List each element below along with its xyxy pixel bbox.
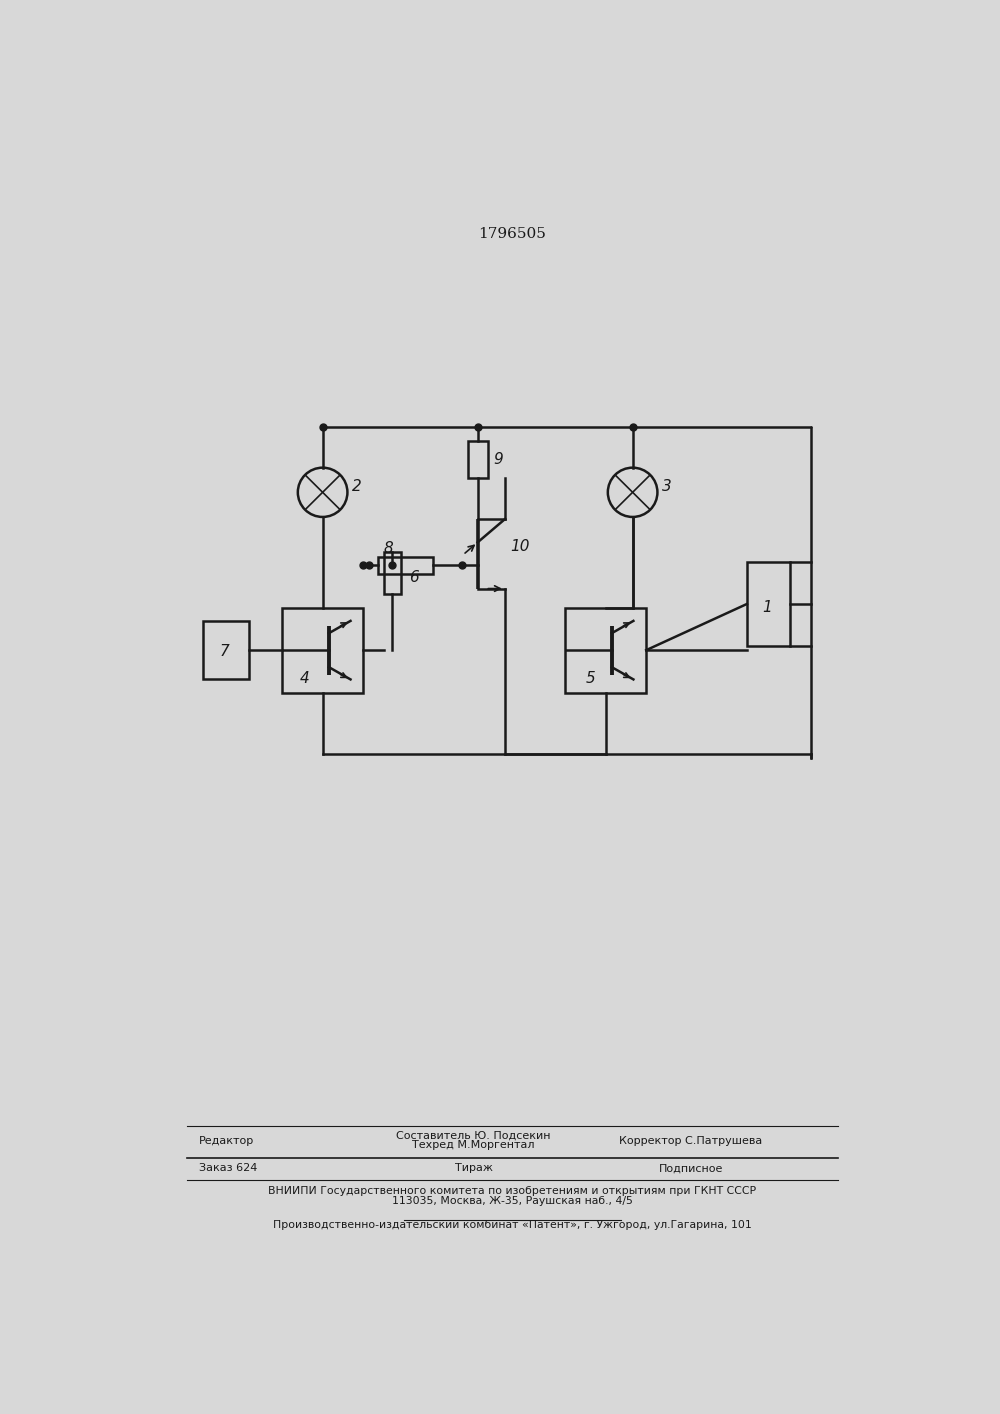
Text: Корректор С.Патрушева: Корректор С.Патрушева [619, 1137, 762, 1147]
Text: Редактор: Редактор [199, 1137, 254, 1147]
Bar [282, 608, 363, 693]
Text: 10: 10 [510, 539, 530, 554]
Text: Заказ 624: Заказ 624 [199, 1164, 257, 1174]
Text: 6: 6 [409, 570, 418, 584]
Text: 4: 4 [299, 672, 309, 686]
Text: 9: 9 [493, 451, 503, 467]
Bar [378, 557, 433, 574]
Text: 8: 8 [383, 542, 393, 556]
Text: 1: 1 [762, 600, 772, 615]
Text: ВНИИПИ Государственного комитета по изобретениям и открытиям при ГКНТ СССР: ВНИИПИ Государственного комитета по изоб… [268, 1186, 757, 1196]
Bar [384, 551, 401, 594]
Text: Техред М.Моргентал: Техред М.Моргентал [413, 1140, 535, 1150]
Text: Составитель Ю. Подсекин: Составитель Ю. Подсекин [396, 1130, 551, 1140]
Bar [747, 561, 790, 646]
Text: 1796505: 1796505 [479, 228, 546, 242]
Text: Подписное: Подписное [659, 1164, 723, 1174]
Text: Производственно-издательский комбинат «Патент», г. Ужгород, ул.Гагарина, 101: Производственно-издательский комбинат «П… [273, 1220, 752, 1230]
Text: Тираж: Тираж [455, 1164, 493, 1174]
Bar [565, 608, 646, 693]
Bar [468, 441, 488, 478]
Text: 7: 7 [219, 645, 229, 659]
Text: 5: 5 [586, 672, 596, 686]
Text: 2: 2 [352, 479, 362, 493]
Bar [202, 621, 249, 679]
Text: 3: 3 [662, 479, 672, 493]
Text: 113035, Москва, Ж-35, Раушская наб., 4/5: 113035, Москва, Ж-35, Раушская наб., 4/5 [392, 1196, 633, 1206]
